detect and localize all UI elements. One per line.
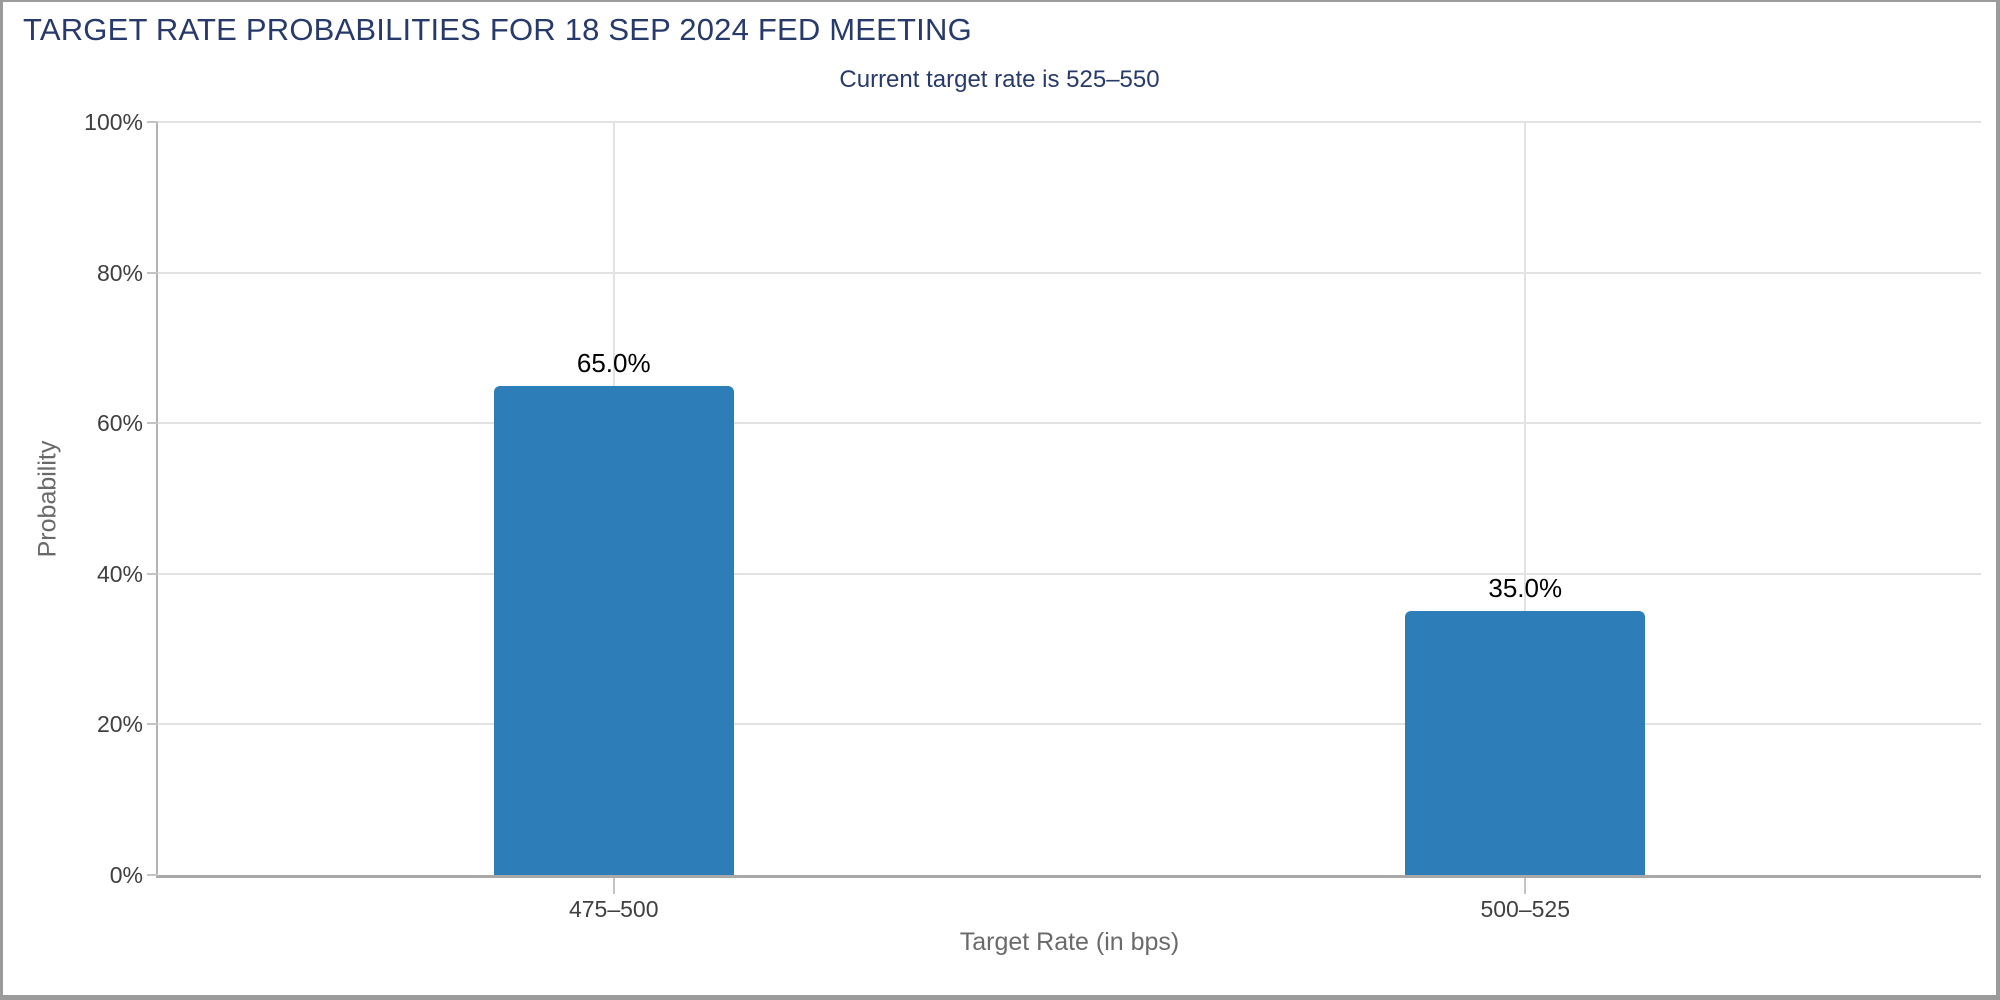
gridline-horizontal — [158, 422, 1981, 425]
x-axis-tick-label: 475–500 — [568, 896, 659, 922]
y-axis-tick-label: 60% — [96, 410, 143, 437]
y-axis-tick-mark — [147, 723, 158, 726]
gridline-horizontal — [158, 121, 1981, 123]
y-axis-tick-label: 0% — [109, 862, 143, 888]
gridline-vertical — [1524, 122, 1527, 875]
y-axis-tick-label: 40% — [96, 560, 143, 587]
gridline-horizontal — [158, 271, 1981, 274]
x-axis-tick-mark — [1524, 878, 1527, 894]
bar-500–525[interactable] — [1405, 611, 1646, 875]
chart-subtitle: Current target rate is 525–550 — [839, 66, 1160, 93]
x-axis-tick-label: 500–525 — [1480, 896, 1571, 922]
y-axis-tick-mark — [147, 874, 158, 876]
y-axis-tick-label: 80% — [96, 259, 143, 286]
x-axis-title: Target Rate (in bps) — [959, 928, 1180, 956]
y-axis-tick-mark — [147, 271, 158, 274]
y-axis-tick-mark — [147, 121, 158, 123]
x-axis-tick-mark — [612, 878, 615, 894]
bar-value-label: 35.0% — [1488, 573, 1563, 604]
y-axis-tick-mark — [147, 572, 158, 575]
gridline-horizontal — [158, 572, 1981, 575]
chart-title: TARGET RATE PROBABILITIES FOR 18 SEP 202… — [23, 12, 972, 47]
y-axis-tick-mark — [147, 422, 158, 425]
y-axis-title: Probability — [33, 440, 62, 558]
y-axis-tick-label: 20% — [96, 711, 143, 738]
plot-area: 65.0% 35.0% — [147, 121, 1981, 894]
bar-value-label: 65.0% — [576, 347, 651, 378]
bar-475–500[interactable] — [493, 385, 734, 875]
gridline-horizontal — [158, 723, 1981, 726]
y-axis-tick-label: 100% — [84, 109, 143, 135]
